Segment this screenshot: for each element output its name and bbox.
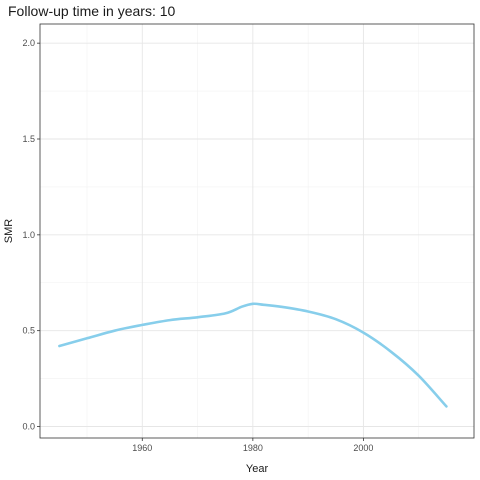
y-tick-label-1: 0.5 <box>22 326 35 336</box>
y-tick-label-3: 1.5 <box>22 134 35 144</box>
y-axis-ticks: 0.0 0.5 1.0 1.5 2.0 <box>22 38 40 432</box>
x-axis-ticks: 1960 1980 2000 <box>132 438 373 453</box>
x-tick-label-1: 1980 <box>243 443 263 453</box>
grid-major <box>40 24 474 438</box>
x-tick-label-2: 2000 <box>353 443 373 453</box>
y-axis-title: SMR <box>3 219 15 244</box>
series-layer <box>58 302 448 408</box>
grid-minor <box>40 24 474 438</box>
series-line-0 <box>58 302 448 408</box>
chart-title: Follow-up time in years: 10 <box>8 3 176 19</box>
panel-border <box>39 23 475 439</box>
y-tick-label-2: 1.0 <box>22 230 35 240</box>
y-tick-label-0: 0.0 <box>22 422 35 432</box>
y-tick-label-4: 2.0 <box>22 38 35 48</box>
x-tick-label-0: 1960 <box>132 443 152 453</box>
x-axis-title: Year <box>246 463 269 475</box>
